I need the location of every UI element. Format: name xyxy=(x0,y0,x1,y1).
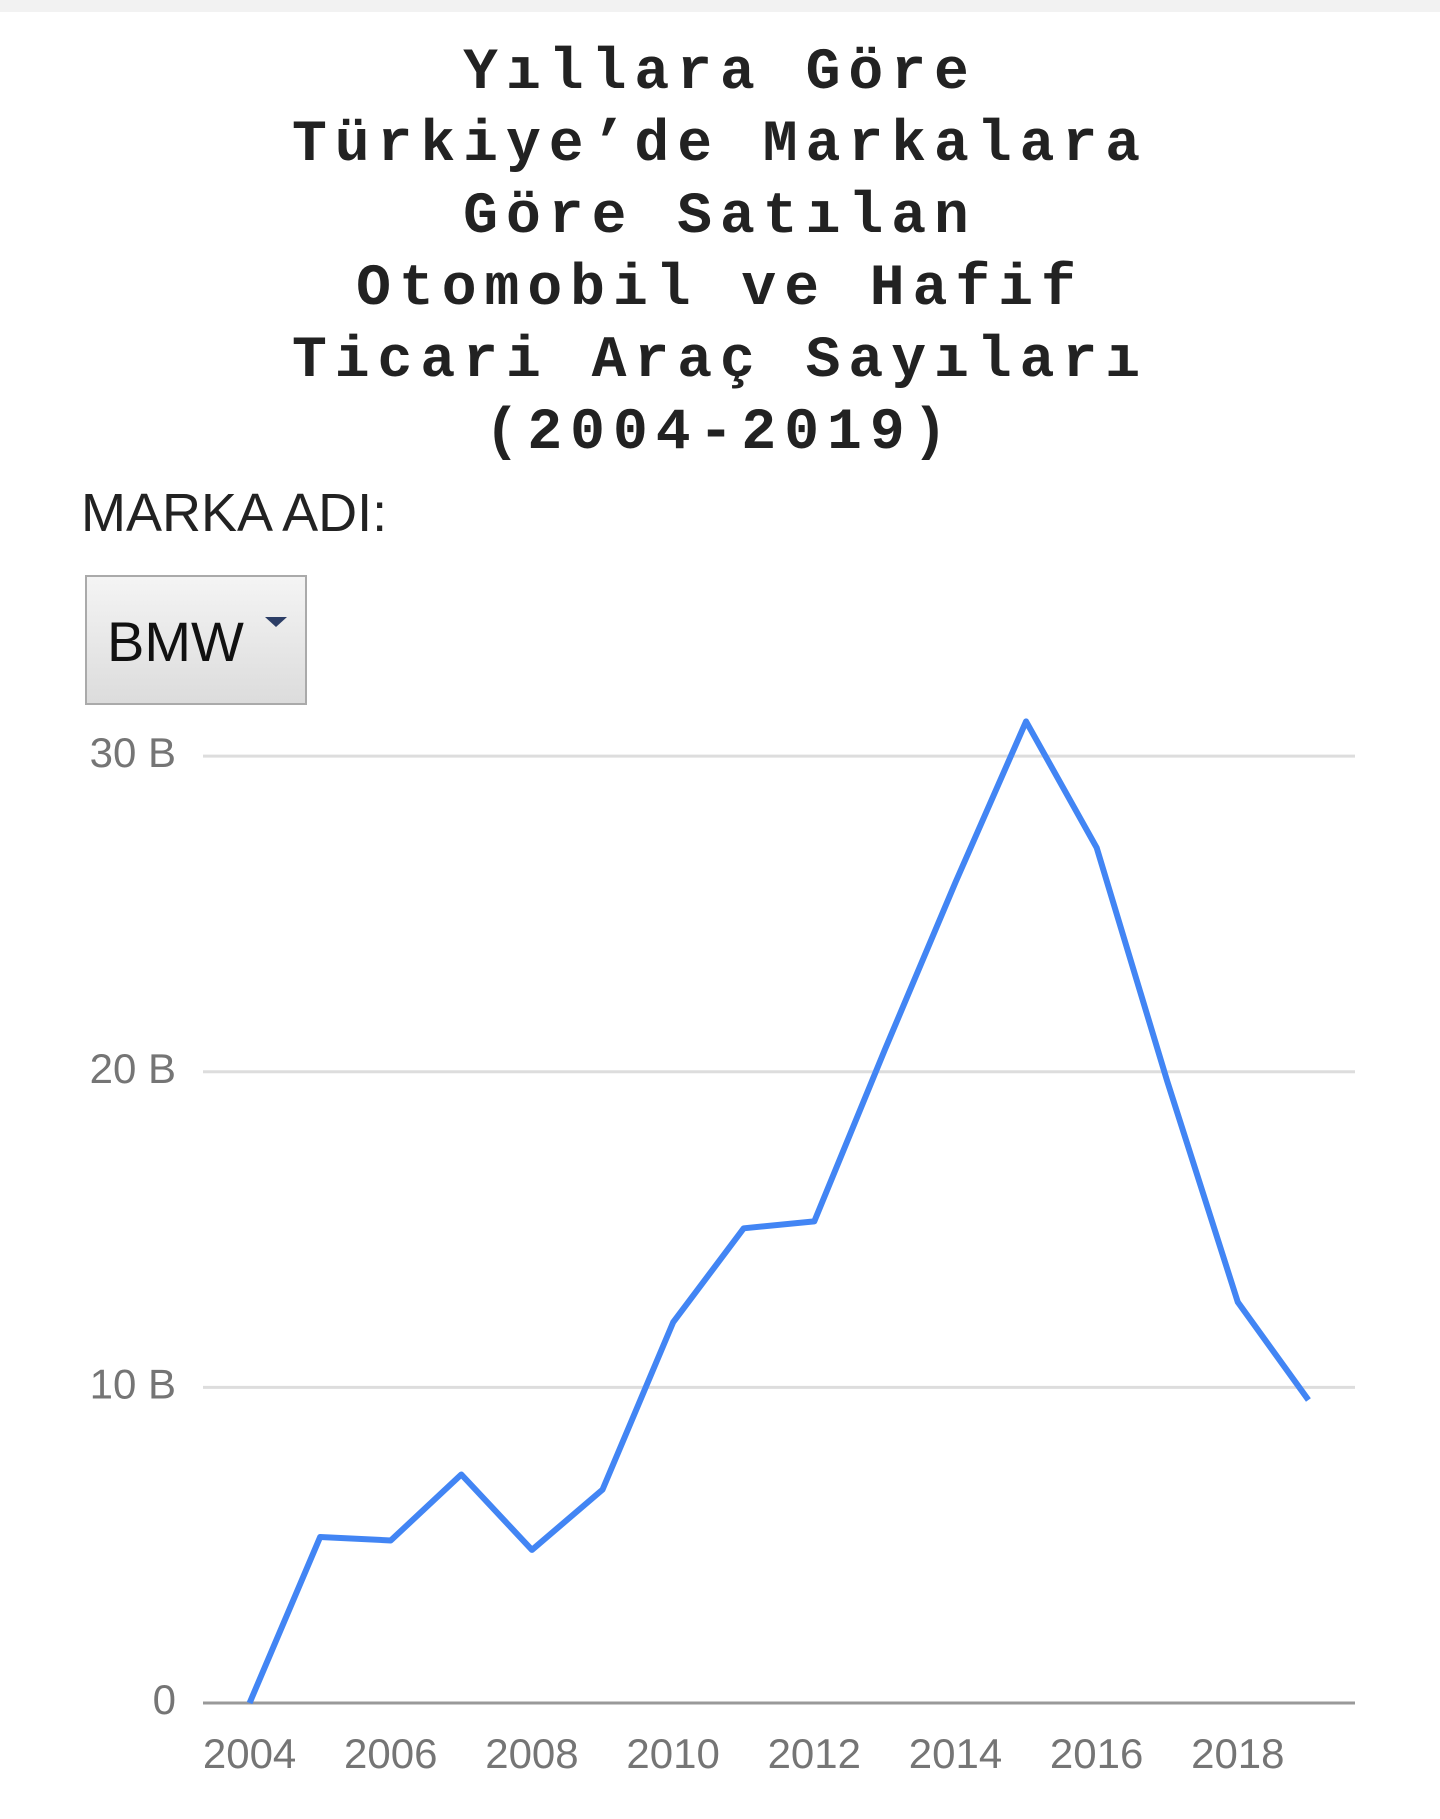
brand-select[interactable]: BMW xyxy=(85,575,307,705)
chart-title: Yıllara Göre Türkiye’de Markalara Göre S… xyxy=(291,41,1149,466)
x-tick-label: 2014 xyxy=(909,1730,1002,1777)
x-tick-label: 2010 xyxy=(626,1730,719,1777)
filter-label: MARKA ADI: xyxy=(81,483,388,543)
x-tick-label: 2018 xyxy=(1191,1730,1284,1777)
y-tick-label: 20 B xyxy=(90,1045,176,1092)
data-line xyxy=(246,718,1311,1705)
x-tick-label: 2008 xyxy=(485,1730,578,1777)
y-tick-label: 0 xyxy=(153,1676,176,1723)
x-tick-label: 2004 xyxy=(203,1730,296,1777)
x-tick-label: 2016 xyxy=(1050,1730,1143,1777)
selected-brand[interactable]: BMW xyxy=(107,610,244,673)
y-tick-label: 30 B xyxy=(90,729,176,776)
dropdown-arrow[interactable] xyxy=(265,617,287,627)
x-tick-label: 2006 xyxy=(344,1730,437,1777)
y-tick-label: 10 B xyxy=(90,1360,176,1407)
x-tick-label: 2012 xyxy=(768,1730,861,1777)
top-bar xyxy=(0,0,1440,12)
